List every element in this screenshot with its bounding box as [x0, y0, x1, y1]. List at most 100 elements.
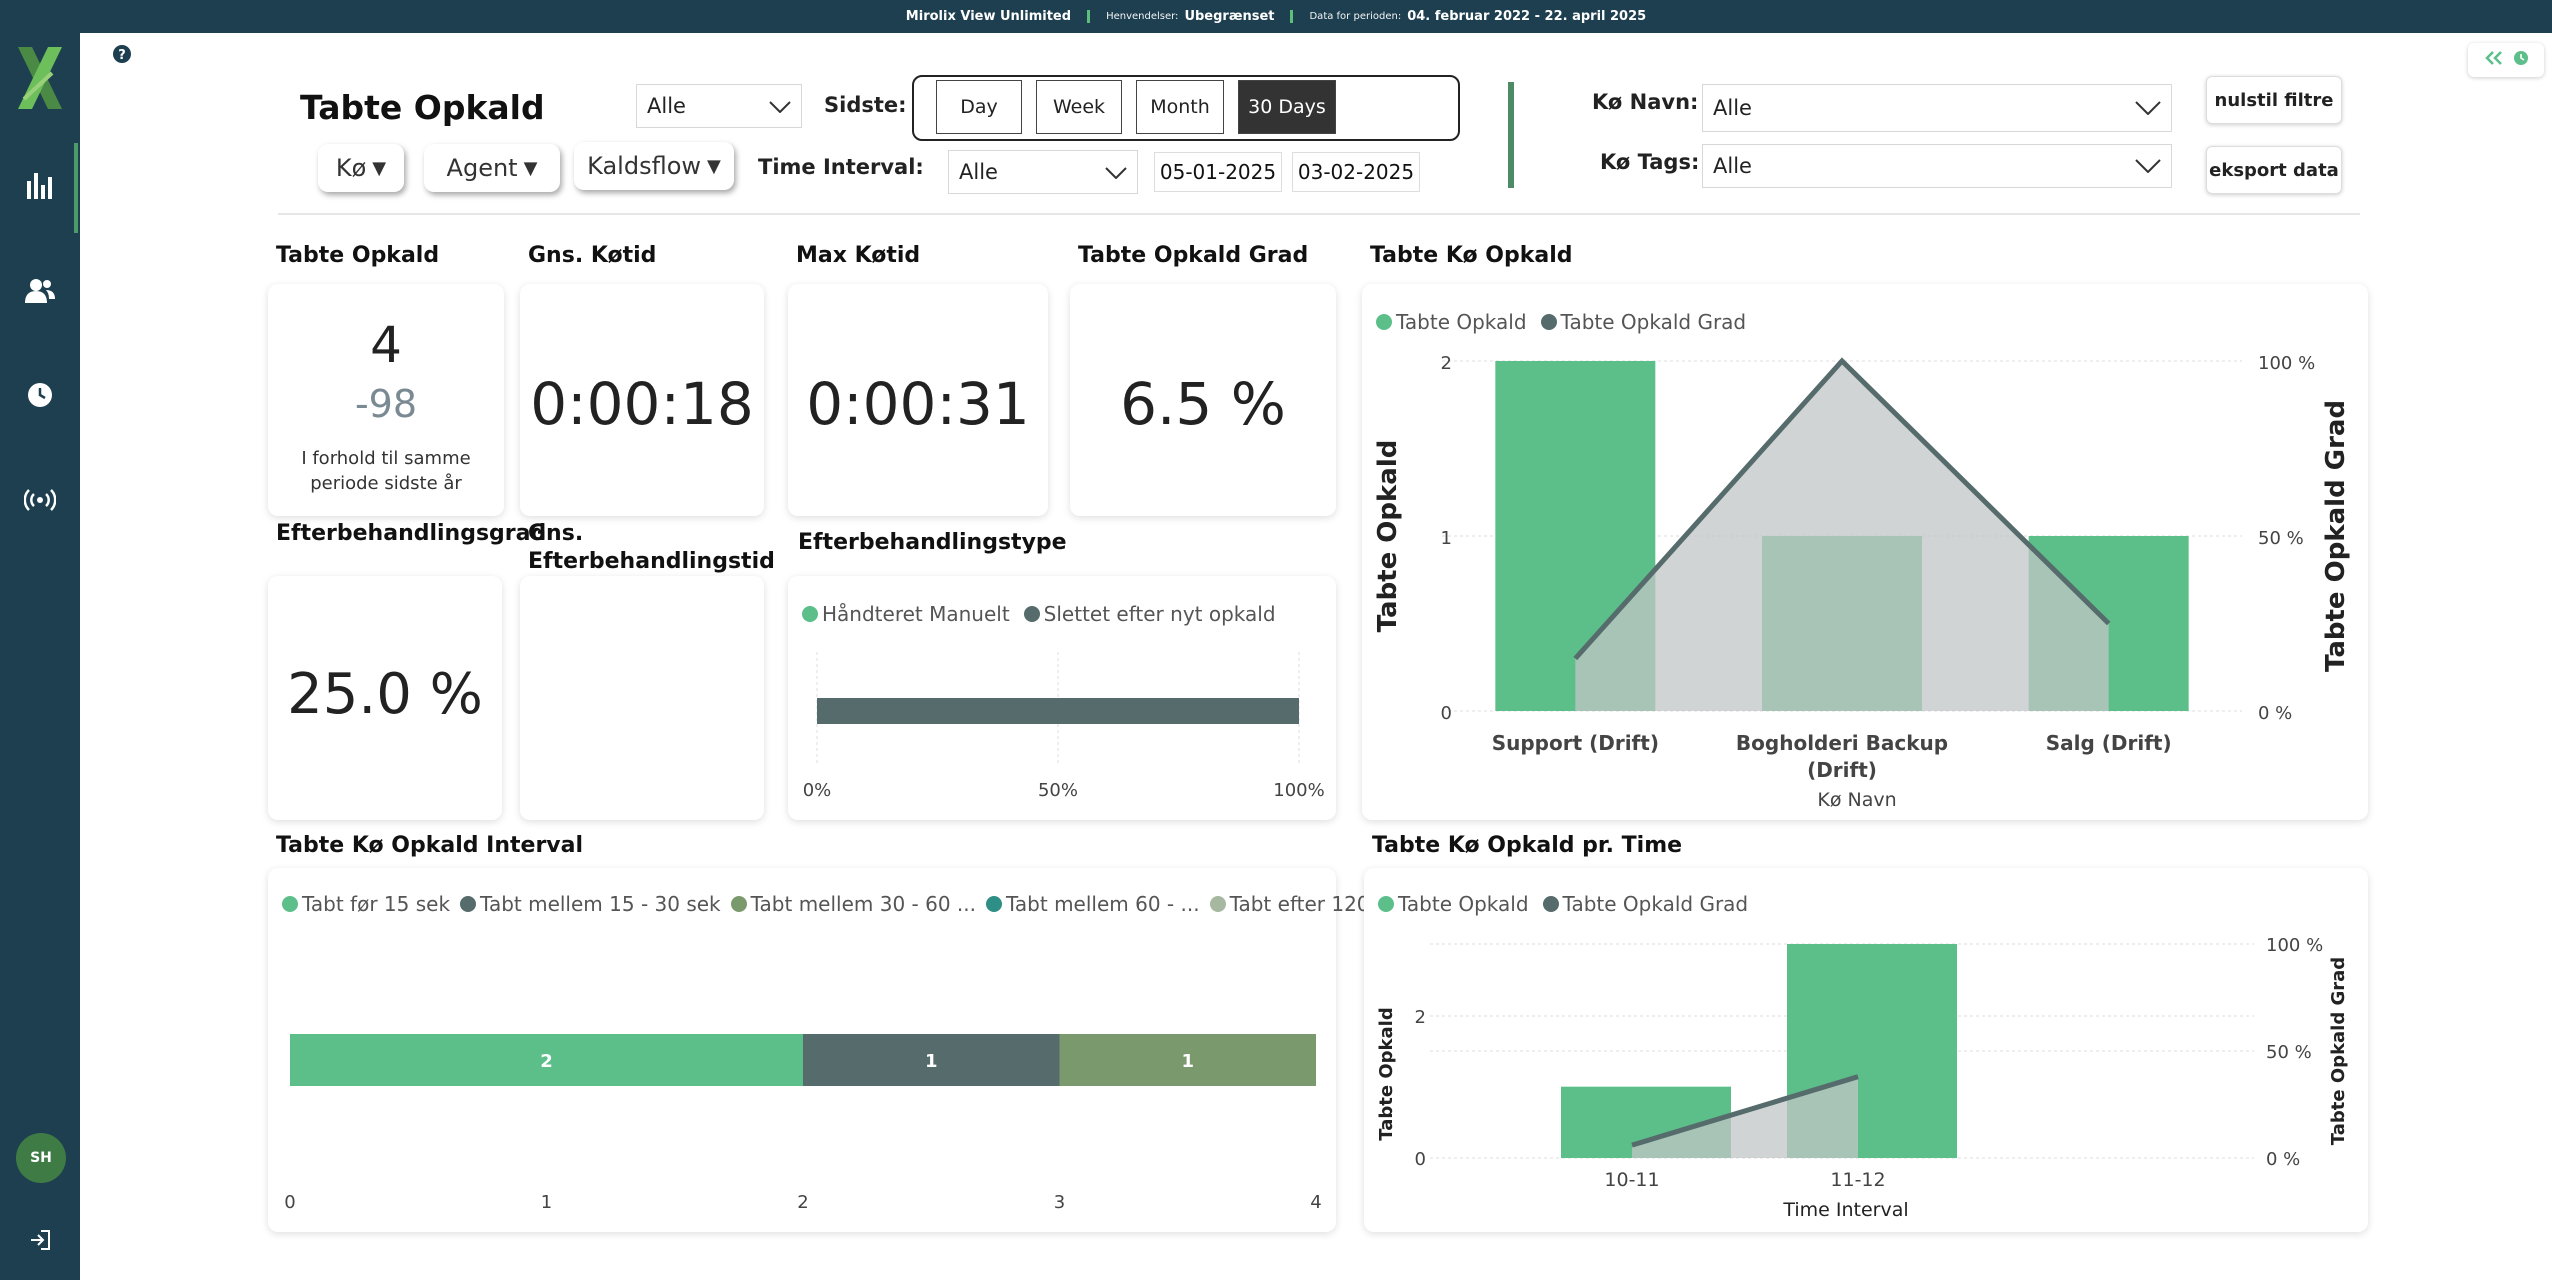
- logout-icon[interactable]: [18, 1218, 62, 1262]
- timer-icon[interactable]: [2513, 50, 2529, 70]
- pr-time-chart-title: Tabte Kø Opkald pr. Time: [1372, 833, 1683, 858]
- kpi-kotid-card: 0:00:18: [520, 284, 764, 516]
- kpi-max-title: Max Køtid: [796, 243, 921, 268]
- bar-segment-3[interactable]: [1059, 1034, 1317, 1086]
- kpi-tabte-card: 4 -98 I forhold til samme periode sidste…: [268, 284, 504, 516]
- separator: [1087, 10, 1091, 23]
- clock-icon[interactable]: [18, 373, 62, 417]
- legend-label: Tabt før 15 sek: [302, 892, 451, 916]
- broadcast-icon[interactable]: [18, 478, 62, 522]
- tabte-ko-opkald-card: Tabte Opkald Tabte Opkald Grad 2 1 0 100…: [1362, 284, 2368, 820]
- kpi-kotid-value: 0:00:18: [530, 370, 754, 438]
- y-tick-label: 2: [1415, 1007, 1426, 1028]
- y2-tick-label: 100 %: [2258, 353, 2315, 374]
- y2-tick-label: 50 %: [2266, 1042, 2312, 1063]
- legend-label: Slettet efter nyt opkald: [1043, 602, 1276, 626]
- logo-icon[interactable]: [10, 43, 70, 113]
- statistics-icon[interactable]: [18, 163, 62, 207]
- grad-line[interactable]: [1573, 357, 2111, 661]
- kpi-grad-card: 6.5 %: [1070, 284, 1336, 516]
- export-data-button[interactable]: eksport data: [2206, 146, 2342, 194]
- legend-dot: [1540, 314, 1557, 330]
- y2-tick-label: 50 %: [2258, 528, 2304, 549]
- interval-chart-title: Tabte Kø Opkald Interval: [276, 833, 584, 858]
- x-tick-label: 4: [1310, 1192, 1321, 1213]
- range-month-button[interactable]: Month: [1136, 80, 1224, 134]
- y-tick-label: 0: [1415, 1149, 1426, 1170]
- pr-time-chart: 2 0 100 % 50 % 0 % Tabte Opkald Tabte Op…: [1376, 935, 2349, 1221]
- kpi-tabte-value: 4: [370, 316, 402, 374]
- ko-tags-dropdown[interactable]: Alle: [1702, 144, 2172, 188]
- help-icon[interactable]: ?: [112, 44, 132, 68]
- legend-dot: [802, 606, 818, 622]
- kpi-gns-efter-title-1: Gns.: [528, 521, 584, 546]
- data-label: 1: [1181, 1051, 1194, 1072]
- filter-kaldsflow-button[interactable]: Kaldsflow ▼: [574, 142, 734, 190]
- avatar[interactable]: SH: [16, 1133, 66, 1183]
- legend-item[interactable]: Tabte Opkald Grad: [1540, 310, 1747, 334]
- kpi-grad-value: 6.5 %: [1120, 370, 1286, 438]
- users-icon[interactable]: [18, 268, 62, 312]
- inquiries-label: Henvendelser:: [1106, 11, 1179, 22]
- legend-label: Tabte Opkald Grad: [1560, 310, 1747, 334]
- filter-agent-button[interactable]: Agent ▼: [424, 144, 560, 192]
- kpi-tabte-title: Tabte Opkald: [276, 243, 440, 268]
- bar-slettet-efter-nyt-opkald[interactable]: [817, 698, 1299, 724]
- legend-item[interactable]: Tabt mellem 15 - 30 sek: [460, 892, 721, 916]
- legend-item[interactable]: Tabte Opkald Grad: [1542, 892, 1748, 916]
- top-bar: Mirolix View Unlimited Henvendelser: Ube…: [0, 0, 2552, 33]
- legend-dot: [986, 896, 1003, 912]
- chevron-down-icon: [769, 94, 791, 118]
- filter-ko-label: Kø: [335, 154, 367, 182]
- legend-item[interactable]: Slettet efter nyt opkald: [1023, 602, 1276, 626]
- legend-label: Tabt mellem 15 - 30 sek: [480, 892, 721, 916]
- caret-down-icon: ▼: [707, 155, 721, 177]
- legend-item[interactable]: Tabt før 15 sek: [282, 892, 450, 916]
- reset-filters-button[interactable]: nulstil filtre: [2206, 76, 2342, 124]
- bar-segment-2[interactable]: [803, 1034, 1060, 1086]
- legend-item[interactable]: Tabt mellem 30 - 60 ...: [730, 892, 977, 916]
- legend-dot: [1376, 314, 1392, 330]
- top-dropdown[interactable]: Alle: [636, 84, 802, 128]
- x-tick-label: 11-12: [1830, 1169, 1885, 1191]
- date-from-input[interactable]: 05-01-2025: [1154, 152, 1282, 192]
- y2-axis-label: Tabte Opkald Grad: [2328, 957, 2349, 1145]
- date-to-input[interactable]: 03-02-2025: [1292, 152, 1420, 192]
- legend-label: Tabt mellem 30 - 60 ...: [750, 892, 977, 916]
- grad-line[interactable]: [1631, 1074, 1859, 1148]
- bar-segment-1[interactable]: [290, 1034, 803, 1086]
- pr-time-chart-card: Tabte Opkald Tabte Opkald Grad 2 0 100 %…: [1364, 868, 2368, 1232]
- legend-dot: [730, 896, 747, 912]
- legend-item[interactable]: Tabte Opkald: [1378, 892, 1529, 916]
- range-30days-button[interactable]: 30 Days: [1238, 80, 1336, 134]
- legend-label: Tabte Opkald: [1396, 310, 1527, 334]
- kpi-max-value: 0:00:31: [806, 370, 1030, 438]
- tabte-ko-opkald-legend: Tabte Opkald Tabte Opkald Grad: [1376, 310, 1754, 334]
- kpi-tabte-delta: -98: [354, 382, 418, 426]
- time-interval-dropdown[interactable]: Alle: [948, 150, 1138, 194]
- x-tick-label: 1: [541, 1192, 552, 1213]
- header-divider: [278, 213, 2360, 215]
- legend-label: Tabt mellem 60 - ...: [1006, 892, 1200, 916]
- ko-navn-value: Alle: [1713, 96, 1752, 120]
- time-interval-value: Alle: [959, 160, 998, 184]
- panel-controls: [2468, 43, 2544, 77]
- legend-item[interactable]: Tabte Opkald: [1376, 310, 1527, 334]
- y-tick-label: 2: [1441, 353, 1452, 374]
- legend-item[interactable]: Tabt mellem 60 - ...: [986, 892, 1200, 916]
- efterbehandlingstype-title: Efterbehandlingstype: [798, 530, 1067, 555]
- kpi-gns-efter-title-2: Efterbehandlingstid: [528, 549, 775, 574]
- legend-item[interactable]: Håndteret Manuelt: [802, 602, 1010, 626]
- legend-label: Tabte Opkald: [1398, 892, 1529, 916]
- grad-area: [1575, 361, 2109, 711]
- filter-ko-button[interactable]: Kø ▼: [318, 144, 404, 192]
- ko-navn-dropdown[interactable]: Alle: [1702, 84, 2172, 132]
- caret-down-icon: ▼: [372, 157, 387, 179]
- divider: [1508, 82, 1514, 188]
- range-day-button[interactable]: Day: [936, 80, 1022, 134]
- range-week-button[interactable]: Week: [1036, 80, 1122, 134]
- collapse-icon[interactable]: [2483, 50, 2505, 70]
- legend-dot: [1542, 896, 1559, 912]
- page-title: Tabte Opkald: [300, 88, 545, 127]
- x-tick-label: 3: [1054, 1192, 1065, 1213]
